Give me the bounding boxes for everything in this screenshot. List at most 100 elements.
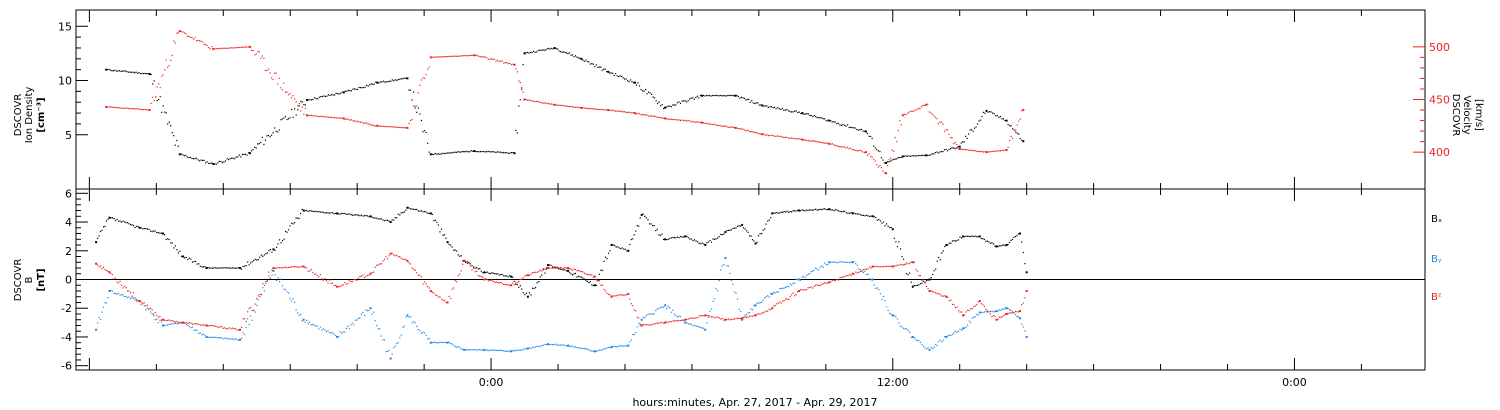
by-point bbox=[669, 307, 671, 309]
bz-point bbox=[980, 302, 982, 305]
legend-bz: Bᶻ bbox=[1431, 292, 1442, 303]
velocity-point bbox=[670, 118, 672, 120]
density-point bbox=[442, 152, 444, 154]
bx-point bbox=[278, 239, 281, 241]
density-point bbox=[754, 102, 756, 105]
bx-point bbox=[653, 225, 655, 227]
by-point bbox=[463, 348, 466, 351]
bz-point bbox=[921, 279, 923, 282]
bz-point bbox=[858, 271, 860, 274]
bz-point bbox=[420, 276, 423, 278]
bz-point bbox=[99, 265, 102, 267]
by-point bbox=[913, 337, 915, 339]
bx-point bbox=[350, 213, 352, 216]
bz-point bbox=[250, 306, 252, 309]
by-point bbox=[944, 336, 946, 338]
by-point bbox=[300, 313, 302, 316]
density-point bbox=[1012, 128, 1014, 130]
bx-point bbox=[510, 275, 513, 278]
density-point bbox=[223, 161, 225, 163]
by-point bbox=[918, 339, 920, 342]
by-point bbox=[710, 308, 713, 310]
velocity-point bbox=[1005, 149, 1008, 152]
bz-point bbox=[234, 327, 237, 330]
by-point bbox=[521, 349, 523, 351]
bz-point bbox=[199, 324, 201, 326]
velocity-point bbox=[574, 106, 577, 109]
bz-point bbox=[330, 282, 332, 285]
bz-point bbox=[795, 294, 797, 296]
by-point bbox=[609, 347, 611, 349]
by-point bbox=[205, 335, 208, 338]
bx-point bbox=[710, 241, 713, 243]
by-point bbox=[597, 350, 599, 352]
bz-point bbox=[290, 266, 293, 268]
density-point bbox=[845, 125, 847, 127]
density-point bbox=[708, 95, 711, 97]
bx-point bbox=[518, 286, 520, 288]
density-point bbox=[234, 158, 236, 160]
velocity-point bbox=[965, 149, 967, 151]
by-point bbox=[815, 267, 817, 269]
density-point bbox=[704, 95, 706, 97]
by-point bbox=[482, 349, 484, 351]
velocity-point bbox=[676, 119, 679, 121]
density-point bbox=[1016, 132, 1018, 134]
by-point bbox=[388, 349, 390, 352]
bx-point bbox=[963, 236, 966, 238]
bx-point bbox=[689, 238, 691, 240]
velocity-point bbox=[555, 104, 557, 106]
velocity-point bbox=[985, 151, 988, 154]
by-point bbox=[664, 304, 667, 307]
density-point bbox=[105, 68, 108, 71]
by-point bbox=[165, 324, 167, 326]
by-point bbox=[198, 332, 200, 335]
by-point bbox=[659, 307, 662, 309]
bz-point bbox=[555, 267, 557, 269]
bx-point bbox=[500, 273, 502, 276]
bx-point bbox=[541, 274, 543, 276]
density-point bbox=[246, 154, 248, 156]
bz-point bbox=[776, 303, 778, 305]
density-point bbox=[437, 153, 439, 155]
bx-point bbox=[476, 267, 478, 269]
by-point bbox=[998, 309, 1001, 311]
by-point bbox=[684, 321, 687, 324]
bx-point bbox=[913, 284, 915, 287]
velocity-point bbox=[419, 84, 421, 86]
velocity-point bbox=[786, 136, 788, 139]
by-point bbox=[782, 287, 784, 289]
by-point bbox=[428, 337, 430, 340]
by-point bbox=[889, 312, 891, 314]
bx-point bbox=[861, 214, 863, 216]
bz-point bbox=[123, 285, 126, 287]
velocity-point bbox=[704, 122, 706, 124]
by-point bbox=[865, 273, 868, 275]
bz-point bbox=[437, 296, 440, 298]
density-point bbox=[356, 88, 359, 91]
velocity-point bbox=[908, 111, 910, 113]
velocity-point bbox=[1012, 137, 1014, 140]
bx-point bbox=[878, 218, 880, 221]
bx-point bbox=[825, 208, 827, 211]
bz-point bbox=[306, 267, 308, 269]
velocity-point bbox=[375, 125, 377, 127]
by-point bbox=[553, 343, 555, 346]
bx-point bbox=[754, 242, 757, 245]
velocity-point bbox=[294, 98, 296, 100]
density-point bbox=[803, 113, 805, 115]
bx-point bbox=[673, 236, 676, 239]
bx-point bbox=[847, 212, 849, 214]
by-point bbox=[723, 263, 725, 266]
density-point bbox=[1015, 131, 1017, 133]
density-point bbox=[763, 105, 765, 107]
density-point bbox=[277, 131, 279, 133]
bz-point bbox=[804, 289, 806, 291]
bz-point bbox=[187, 322, 189, 324]
bx-point bbox=[354, 214, 356, 216]
by-point bbox=[227, 338, 229, 340]
velocity-point bbox=[185, 33, 187, 35]
velocity-point bbox=[526, 99, 529, 101]
density-axis-label: DSCOVR Ion Density [cm⁻³] bbox=[13, 87, 47, 144]
by-point bbox=[644, 316, 646, 319]
